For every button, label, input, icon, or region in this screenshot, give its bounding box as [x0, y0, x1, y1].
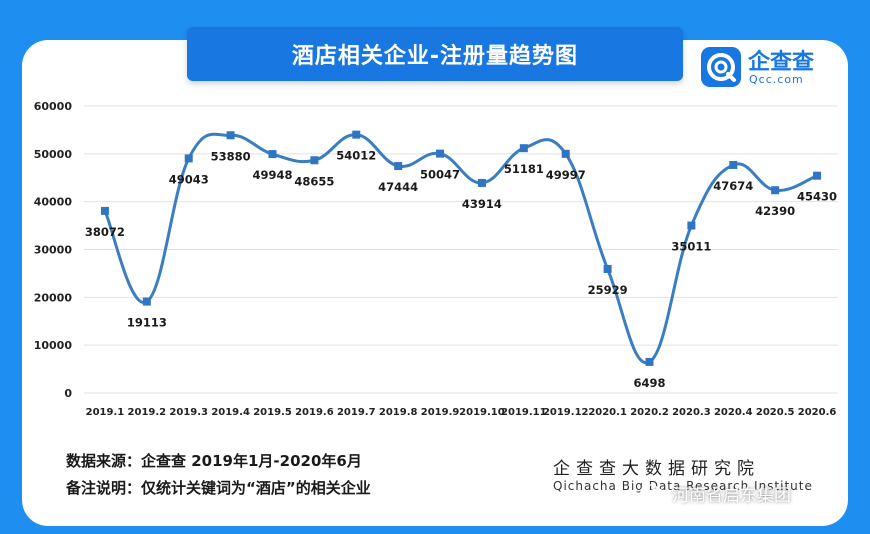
data-label: 25929: [588, 283, 628, 297]
data-label: 50047: [420, 168, 460, 182]
data-label: 54012: [336, 149, 376, 163]
data-point: [352, 130, 361, 139]
y-tick-label: 60000: [34, 100, 73, 113]
org-name-en: Qichacha Big Data Research Institute: [553, 479, 813, 493]
data-label: 53880: [211, 149, 251, 163]
x-tick-label: 2020.4: [714, 407, 753, 418]
data-point: [142, 297, 151, 306]
data-label: 19113: [127, 316, 167, 330]
y-tick-label: 50000: [34, 148, 73, 161]
x-tick-label: 2019.11: [501, 407, 547, 418]
chart-title-banner: 酒店相关企业-注册量趋势图: [187, 27, 683, 81]
data-point: [729, 160, 738, 169]
x-tick-label: 2019.8: [379, 407, 418, 418]
data-point: [436, 149, 445, 158]
wechat-icon: [640, 484, 666, 502]
y-tick-label: 0: [64, 387, 72, 400]
data-point: [268, 150, 277, 159]
qcc-logo-icon: [701, 47, 741, 87]
x-tick-label: 2019.4: [211, 407, 250, 418]
x-tick-label: 2019.2: [128, 407, 167, 418]
x-tick-label: 2019.12: [543, 407, 589, 418]
data-label: 47674: [713, 179, 753, 193]
y-tick-label: 10000: [34, 339, 73, 352]
data-point: [100, 206, 109, 215]
data-source-text: 数据来源：企查查 2019年1月-2020年6月: [66, 452, 362, 470]
data-point: [603, 264, 612, 273]
qcc-logo: 企查查 Qcc.com: [700, 40, 840, 96]
data-point: [394, 162, 403, 171]
x-tick-label: 2019.10: [459, 407, 505, 418]
org-name-cn: 企查查大数据研究院: [553, 459, 760, 479]
data-label: 49997: [546, 168, 586, 182]
data-point: [561, 149, 570, 158]
x-tick-label: 2019.6: [295, 407, 334, 418]
data-label: 48655: [294, 174, 334, 188]
data-point: [813, 171, 822, 180]
data-markers: [100, 130, 822, 366]
data-label: 47444: [378, 180, 418, 194]
data-label: 45430: [797, 190, 837, 204]
y-tick-label: 20000: [34, 291, 73, 304]
data-label: 38072: [85, 225, 125, 239]
wechat-account-name: 河南省启东集团: [672, 485, 791, 506]
data-note-text: 备注说明：仅统计关键词为“酒店”的相关企业: [66, 479, 371, 497]
data-point: [477, 178, 486, 187]
x-tick-label: 2020.2: [630, 407, 669, 418]
data-label: 35011: [671, 240, 711, 254]
grid-lines: [84, 105, 838, 394]
data-label: 43914: [462, 197, 502, 211]
data-point: [184, 154, 193, 163]
data-label: 49948: [252, 168, 292, 182]
x-tick-label: 2019.7: [337, 407, 376, 418]
data-label: 51181: [504, 162, 544, 176]
logo-name-cn: 企查查: [748, 50, 815, 75]
data-point: [771, 186, 780, 195]
data-point: [519, 144, 528, 153]
x-tick-label: 2020.5: [756, 407, 795, 418]
x-tick-label: 2019.5: [253, 407, 292, 418]
x-tick-label: 2020.3: [672, 407, 711, 418]
x-tick-label: 2020.6: [798, 407, 837, 418]
data-label: 6498: [633, 376, 665, 390]
x-tick-label: 2019.9: [421, 407, 460, 418]
y-tick-label: 30000: [34, 244, 73, 257]
data-label: 42390: [755, 204, 795, 218]
x-tick-label: 2020.1: [588, 407, 627, 418]
data-point: [645, 357, 654, 366]
logo-name-en: Qcc.com: [749, 73, 804, 86]
data-point: [310, 156, 319, 165]
data-label: 49043: [169, 172, 209, 186]
y-tick-label: 40000: [34, 196, 73, 209]
data-point: [226, 131, 235, 140]
chart-card: [22, 40, 848, 526]
x-tick-label: 2019.1: [86, 407, 125, 418]
wechat-watermark: 河南省启东集团: [640, 480, 791, 506]
x-tick-label: 2019.3: [169, 407, 208, 418]
data-point: [687, 221, 696, 230]
chart-title: 酒店相关企业-注册量趋势图: [291, 44, 579, 69]
